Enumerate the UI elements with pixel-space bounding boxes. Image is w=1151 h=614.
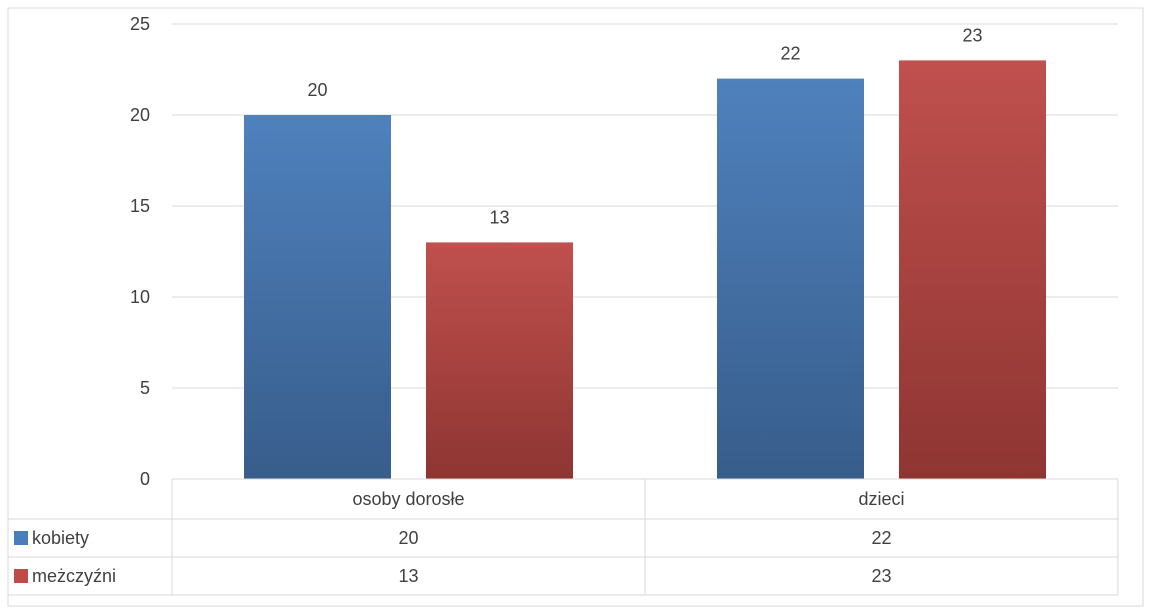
y-tick-label: 25	[130, 14, 150, 34]
y-tick-label: 20	[130, 105, 150, 125]
bar-kobiety	[244, 115, 391, 479]
y-tick-label: 15	[130, 196, 150, 216]
bars	[244, 60, 1046, 480]
data-label: 23	[962, 25, 982, 45]
data-label: 20	[307, 80, 327, 100]
data-label: 13	[489, 207, 509, 227]
y-axis: 0 5 10 15 20 25	[130, 14, 150, 489]
y-tick-label: 5	[140, 378, 150, 398]
y-tick-label: 10	[130, 287, 150, 307]
legend-label: meżczyźni	[32, 566, 116, 586]
y-tick-label: 0	[140, 469, 150, 489]
data-table: osoby dorosłe dzieci kobiety 20 22 meżczyźni 1…	[8, 478, 1119, 596]
category-label: osoby dorosłe	[352, 489, 464, 509]
category-label: dzieci	[858, 489, 904, 509]
table-cell: 13	[398, 566, 418, 586]
data-label: 22	[780, 44, 800, 64]
table-cell: 20	[398, 528, 418, 548]
table-cell: 23	[871, 566, 891, 586]
bar-meżczyźni	[899, 60, 1046, 480]
table-cell: 22	[871, 528, 891, 548]
bar-kobiety	[717, 78, 864, 479]
legend-label: kobiety	[32, 528, 89, 548]
bar-meżczyźni	[426, 242, 573, 479]
legend-key	[14, 531, 28, 545]
legend-key	[14, 569, 28, 583]
data-labels: 20 13 22 23	[307, 25, 982, 227]
